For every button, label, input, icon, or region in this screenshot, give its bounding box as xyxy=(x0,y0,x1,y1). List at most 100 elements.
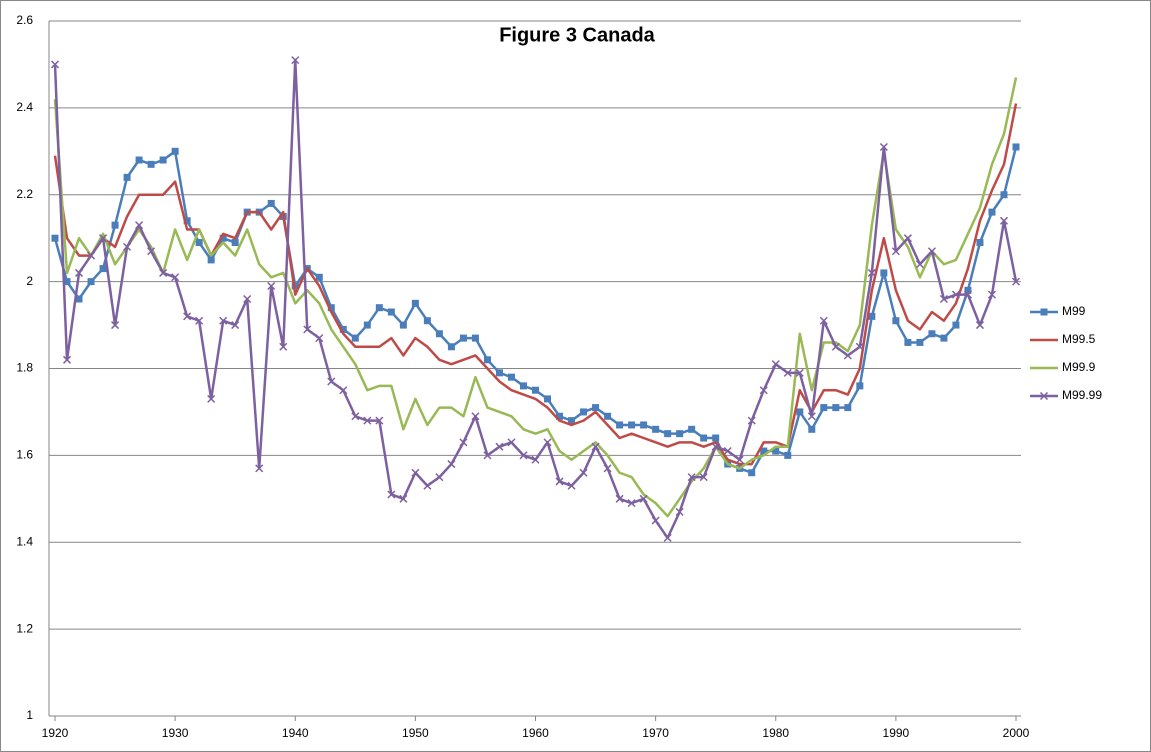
point-marker xyxy=(159,268,168,277)
point-marker xyxy=(483,356,491,364)
point-marker xyxy=(447,343,455,351)
point-marker xyxy=(339,386,348,395)
point-marker xyxy=(99,234,108,243)
point-marker xyxy=(183,217,191,225)
x-tick-label: 1970 xyxy=(642,726,669,740)
point-marker xyxy=(604,412,612,420)
point-marker xyxy=(628,421,636,429)
point-marker xyxy=(556,412,564,420)
point-marker xyxy=(291,282,299,290)
point-marker xyxy=(99,265,107,273)
point-marker xyxy=(903,234,912,243)
point-marker xyxy=(50,60,60,69)
legend-label: M99.9 xyxy=(1062,360,1096,374)
point-marker xyxy=(495,442,504,451)
series-line xyxy=(53,103,1018,466)
point-marker xyxy=(111,321,120,330)
point-marker xyxy=(796,408,804,416)
point-marker xyxy=(664,430,672,438)
point-marker xyxy=(195,316,204,325)
x-tick-label: 1990 xyxy=(883,726,910,740)
point-marker xyxy=(579,468,588,477)
y-tick-label: 1.2 xyxy=(16,621,33,635)
point-marker xyxy=(471,412,480,421)
point-marker xyxy=(783,368,792,377)
point-marker xyxy=(123,173,131,181)
point-marker xyxy=(387,308,395,316)
y-tick-label: 2.4 xyxy=(16,100,33,114)
point-marker xyxy=(363,321,371,329)
legend-label: M99.99 xyxy=(1062,388,1102,402)
point-marker xyxy=(580,408,588,416)
point-marker xyxy=(63,278,71,286)
point-marker xyxy=(267,199,275,207)
point-marker xyxy=(279,342,288,351)
point-marker xyxy=(568,417,576,425)
point-marker xyxy=(339,325,347,333)
point-marker xyxy=(784,451,792,459)
point-marker xyxy=(351,334,359,342)
point-marker xyxy=(687,473,696,482)
chart-title: Figure 3 Canada xyxy=(499,24,655,46)
legend-marker xyxy=(1040,308,1048,316)
point-marker xyxy=(867,268,876,277)
point-marker xyxy=(891,247,900,256)
point-marker xyxy=(987,290,997,299)
legend-label: M99.5 xyxy=(1062,332,1096,346)
point-marker xyxy=(147,247,156,256)
point-marker xyxy=(676,430,684,438)
point-marker xyxy=(772,447,780,455)
point-marker xyxy=(819,316,828,325)
point-marker xyxy=(544,395,552,403)
point-marker xyxy=(916,338,924,346)
point-marker xyxy=(219,234,227,242)
point-marker xyxy=(411,299,419,307)
point-marker xyxy=(700,434,708,442)
point-marker xyxy=(808,425,816,433)
point-marker xyxy=(291,56,300,65)
point-marker xyxy=(904,338,912,346)
point-marker xyxy=(303,325,312,334)
point-marker xyxy=(831,342,840,351)
point-marker xyxy=(399,321,407,329)
point-marker xyxy=(507,438,516,447)
point-marker xyxy=(459,438,468,447)
point-marker xyxy=(1000,191,1008,199)
point-marker xyxy=(735,455,744,464)
point-marker xyxy=(195,239,203,247)
legend-marker xyxy=(1039,391,1049,401)
point-marker xyxy=(699,473,708,482)
point-marker xyxy=(868,312,876,320)
point-marker xyxy=(267,281,276,290)
point-marker xyxy=(243,294,252,304)
point-marker xyxy=(231,321,240,330)
point-marker xyxy=(423,317,431,325)
point-marker xyxy=(387,490,396,499)
point-marker xyxy=(315,334,324,343)
point-marker xyxy=(1011,277,1021,286)
point-marker xyxy=(483,451,492,460)
point-marker xyxy=(315,273,323,281)
point-marker xyxy=(171,273,180,282)
point-marker xyxy=(147,160,155,168)
point-marker xyxy=(75,295,83,303)
point-marker xyxy=(135,156,143,164)
point-marker xyxy=(712,434,720,442)
point-marker xyxy=(51,234,59,242)
point-marker xyxy=(748,469,756,477)
point-marker xyxy=(327,377,336,386)
point-marker xyxy=(411,468,420,477)
point-marker xyxy=(135,221,144,230)
point-marker xyxy=(74,268,84,277)
point-marker xyxy=(435,473,444,482)
point-marker xyxy=(219,316,228,325)
x-tick-label: 1980 xyxy=(762,726,789,740)
point-marker xyxy=(688,425,696,433)
point-marker xyxy=(375,416,384,425)
point-marker xyxy=(915,260,924,269)
point-marker xyxy=(615,494,624,503)
point-marker xyxy=(447,460,456,469)
point-marker xyxy=(723,447,732,456)
